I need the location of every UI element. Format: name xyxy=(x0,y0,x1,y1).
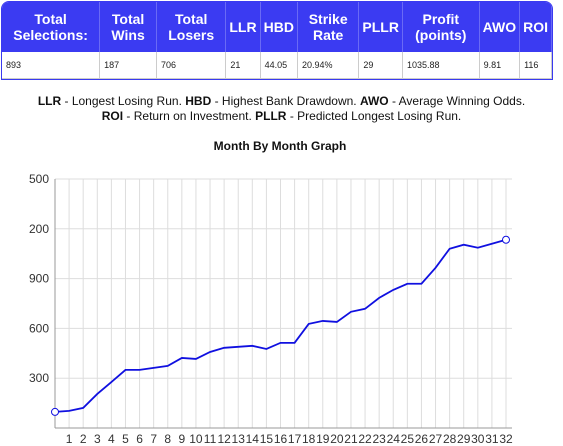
x-tick-label: 10 xyxy=(189,432,203,446)
y-tick-label: 500 xyxy=(29,172,49,186)
x-tick-label: 25 xyxy=(401,432,415,446)
cell: 20.94% xyxy=(297,52,360,79)
note-part: AWO xyxy=(359,94,389,108)
x-tick-label: 2 xyxy=(80,432,87,446)
x-tick-label: 1 xyxy=(66,432,73,446)
cell: 706 xyxy=(156,52,227,79)
line xyxy=(54,238,507,413)
cell: 29 xyxy=(359,52,403,79)
cell: 1035.88 xyxy=(402,52,480,79)
header-cell: Total Selections: xyxy=(2,2,101,52)
header-cell: Profit (points) xyxy=(402,2,480,52)
chart-title: Month By Month Graph xyxy=(214,139,347,153)
stats-table: Total Selections: Total Wins Total Losers L… xyxy=(1,1,553,80)
x-tick-label: 18 xyxy=(302,432,316,446)
y-tick-label: 200 xyxy=(29,222,49,236)
x-tick-label: 12 xyxy=(217,432,231,446)
header-cell: AWO xyxy=(479,2,521,52)
note-part: - Highest Bank Drawdown. xyxy=(211,94,360,108)
end-marker xyxy=(51,407,59,416)
x-tick-label: 17 xyxy=(288,432,302,446)
cell: 44.05 xyxy=(260,52,298,79)
cell: 21 xyxy=(226,52,261,79)
cell: 116 xyxy=(520,52,552,79)
header-cell: Total Wins xyxy=(100,2,157,52)
x-tick-label: 23 xyxy=(372,432,386,446)
note-part: - Predicted Longest Losing Run. xyxy=(286,109,462,123)
x-tick-label: 20 xyxy=(330,432,344,446)
x-tick-label: 29 xyxy=(457,432,471,446)
header-cell: ROI xyxy=(520,2,552,52)
cell: 9.81 xyxy=(479,52,521,79)
y-tick-label: 900 xyxy=(29,272,49,286)
header-cell: HBD xyxy=(260,2,298,52)
header-cell: Total Losers xyxy=(156,2,227,52)
x-tick-label: 13 xyxy=(232,432,246,446)
note-part: LLR xyxy=(37,94,62,108)
note-part: PLLR xyxy=(255,109,287,123)
cell: 893 xyxy=(2,52,101,79)
row: 893 187 706 21 44.05 20.94% 29 1035.88 9.81 116 xyxy=(2,52,552,79)
x-tick-label: 5 xyxy=(122,432,129,446)
header-cell: LLR xyxy=(226,2,261,52)
note-part: HBD xyxy=(185,94,212,108)
x-tick-label: 26 xyxy=(415,432,429,446)
x-tick-label: 6 xyxy=(136,432,143,446)
x-tick-label: 9 xyxy=(179,432,186,446)
x-tick-label: 15 xyxy=(260,432,274,446)
x-tick-label: 27 xyxy=(429,432,443,446)
x-tick-label: 30 xyxy=(471,432,485,446)
note-part: - Average Winning Odds. xyxy=(388,94,526,108)
x-tick-label: 32 xyxy=(499,432,513,446)
note-line: ROI - Return on Investment. PLLR - Predi… xyxy=(0,109,563,124)
x-tick-label: 28 xyxy=(443,432,457,446)
note-part: ROI xyxy=(101,109,124,123)
x-tick-label: 8 xyxy=(164,432,171,446)
x-tick-label: 19 xyxy=(316,432,330,446)
cell: 187 xyxy=(100,52,157,79)
notes: LLR - Longest Losing Run. HBD - Highest … xyxy=(0,94,563,124)
x-tick-label: 3 xyxy=(94,432,101,446)
note-part: - Return on Investment. xyxy=(123,109,256,123)
note-line: LLR - Longest Losing Run. HBD - Highest … xyxy=(0,94,563,109)
end-marker xyxy=(502,235,510,244)
note-part: - Longest Losing Run. xyxy=(61,94,186,108)
header-cell: Strike Rate xyxy=(297,2,360,52)
x-tick-label: 14 xyxy=(246,432,260,446)
x-tick-label: 21 xyxy=(344,432,358,446)
x-tick-label: 7 xyxy=(150,432,157,446)
x-tick-label: 16 xyxy=(274,432,288,446)
x-tick-label: 31 xyxy=(485,432,499,446)
x-tick-label: 4 xyxy=(108,432,115,446)
header-cell: PLLR xyxy=(359,2,403,52)
x-tick-label: 11 xyxy=(204,432,217,446)
y-tick-label: 600 xyxy=(29,321,49,335)
x-tick-label: 22 xyxy=(358,432,372,446)
y-tick-label: 300 xyxy=(29,371,49,385)
x-tick-label: 24 xyxy=(387,432,401,446)
